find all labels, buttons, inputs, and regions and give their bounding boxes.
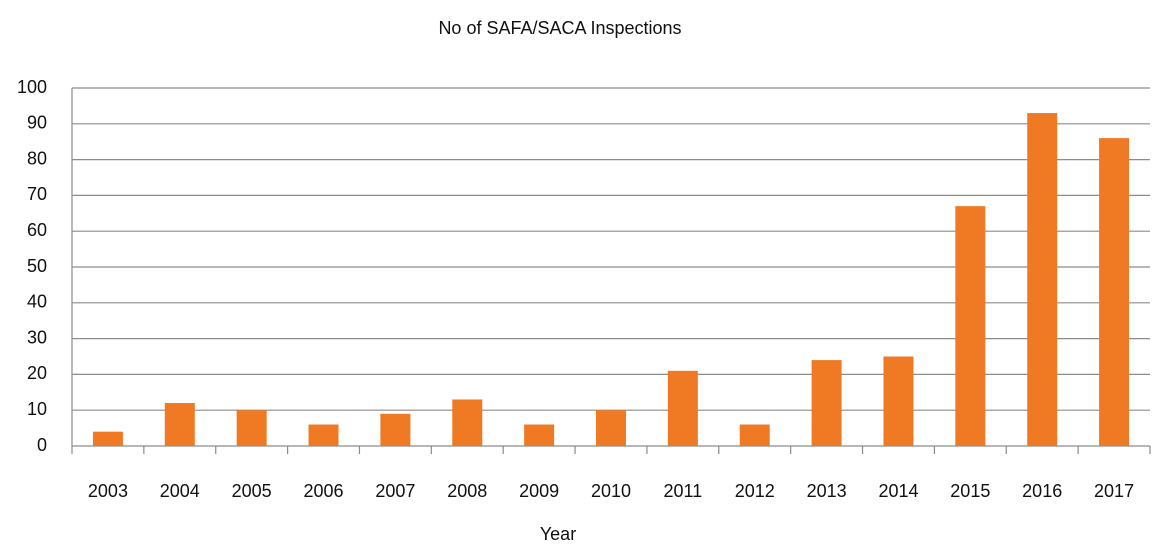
x-tick-label: 2014 — [878, 481, 918, 501]
y-tick-label: 20 — [27, 363, 47, 383]
bar — [883, 356, 914, 446]
x-tick-label: 2012 — [735, 481, 775, 501]
chart-title: No of SAFA/SACA Inspections — [438, 18, 681, 38]
bar — [452, 399, 483, 446]
bar — [236, 410, 267, 446]
x-tick-label: 2008 — [447, 481, 487, 501]
x-tick-label: 2010 — [591, 481, 631, 501]
y-tick-label: 30 — [27, 327, 47, 347]
y-tick-label: 100 — [17, 77, 47, 97]
bar — [811, 360, 842, 446]
x-tick-label: 2006 — [304, 481, 344, 501]
y-tick-label: 60 — [27, 220, 47, 240]
bar — [1099, 138, 1130, 446]
y-tick-label: 70 — [27, 184, 47, 204]
y-tick-label: 0 — [37, 435, 47, 455]
y-tick-label: 40 — [27, 292, 47, 312]
bar — [92, 431, 123, 446]
y-tick-label: 10 — [27, 399, 47, 419]
x-tick-label: 2007 — [375, 481, 415, 501]
x-tick-label: 2015 — [950, 481, 990, 501]
y-tick-label: 50 — [27, 256, 47, 276]
x-tick-label: 2004 — [160, 481, 200, 501]
bar — [164, 403, 195, 446]
bar — [596, 410, 626, 446]
bar — [1027, 113, 1058, 446]
bar — [667, 370, 698, 446]
x-tick-label: 2009 — [519, 481, 559, 501]
x-tick-label: 2013 — [807, 481, 847, 501]
y-tick-label: 90 — [27, 113, 47, 133]
x-tick-label: 2003 — [88, 481, 128, 501]
bar — [308, 424, 339, 446]
x-tick-label: 2005 — [232, 481, 272, 501]
bar — [524, 424, 555, 446]
bar — [380, 413, 411, 446]
x-tick-label: 2017 — [1094, 481, 1134, 501]
x-axis-label: Year — [540, 524, 576, 544]
x-tick-label: 2011 — [664, 481, 703, 501]
bar — [739, 424, 770, 446]
bar — [955, 206, 986, 446]
y-tick-label: 80 — [27, 148, 47, 168]
x-tick-label: 2016 — [1022, 481, 1062, 501]
